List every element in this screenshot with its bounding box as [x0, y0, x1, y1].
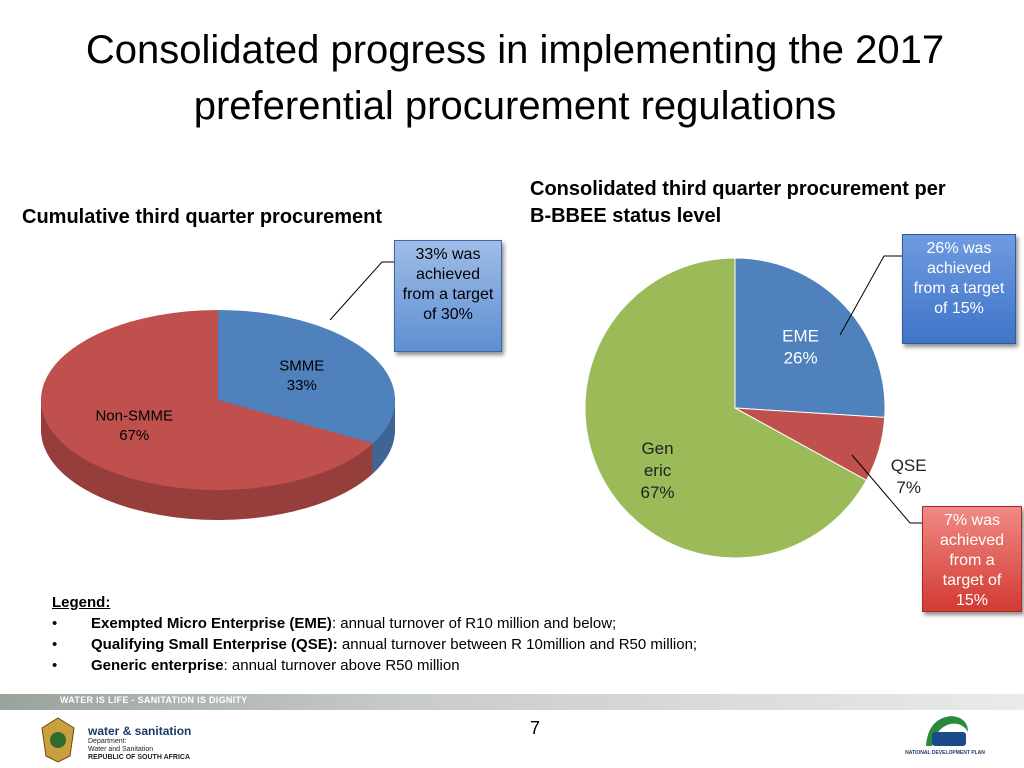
callout-line — [329, 261, 394, 321]
slice-label: QSE 7% — [891, 456, 927, 497]
slice-value: 33% — [287, 377, 317, 394]
annotation: 7% was achieved from a target of 15% — [922, 506, 1022, 612]
page-number: 7 — [530, 718, 541, 738]
pie-slice — [218, 310, 395, 444]
chart-title: Cumulative third quarter procurement — [22, 206, 383, 228]
coat-of-arms — [41, 717, 75, 763]
slide-title: Consolidated progress in implementing th… — [85, 28, 945, 128]
dept-line: Department: — [88, 738, 127, 745]
slice-label: Gen eric 67% — [641, 439, 675, 502]
slice-label: SMME 33% — [279, 357, 324, 394]
annotation: 26% was achieved from a target of 15% — [902, 234, 1016, 344]
ndp-text: NATIONAL DEVELOPMENT PLAN — [905, 750, 985, 756]
slice-name: Non-SMME — [95, 408, 173, 425]
legend-list: Exempted Micro Enterprise (EME): annual … — [52, 613, 697, 676]
legend-item: Generic enterprise: annual turnover abov… — [52, 655, 697, 676]
pie-slice — [41, 310, 374, 490]
slice-label: EME 26% — [782, 326, 819, 367]
slice-name: QSE — [891, 456, 927, 475]
annotation: 33% was achieved from a target of 30% — [394, 240, 502, 352]
slice-name-part: Gen — [641, 439, 673, 458]
callout-line — [851, 454, 922, 524]
legend-item: Qualifying Small Enterprise (QSE): annua… — [52, 634, 697, 655]
legend-item: Exempted Micro Enterprise (EME): annual … — [52, 613, 697, 634]
legend-text: : annual turnover of R10 million and bel… — [331, 615, 617, 632]
dept-name: water & sanitation — [88, 724, 192, 738]
pie-group: SMME 33% Non-SMME 67% EME 26% QSE 7% Gen eric 67% — [40, 257, 927, 559]
legend-term: Qualifying Small Enterprise (QSE): — [91, 636, 338, 653]
slice-value: 67% — [641, 483, 675, 502]
slice-value: 7% — [896, 478, 921, 497]
dept-line: Water and Sanitation — [88, 746, 154, 753]
legend-text: : annual turnover above R50 million — [223, 657, 460, 674]
banner-text: WATER IS LIFE - SANITATION IS DIGNITY — [60, 695, 248, 705]
slice-value: 67% — [119, 427, 149, 444]
legend-heading: Legend: — [52, 594, 111, 611]
slice-value: 26% — [784, 348, 818, 367]
legend-term: Exempted Micro Enterprise (EME) — [91, 615, 332, 632]
chart-title: Consolidated third quarter procurement p… — [530, 178, 946, 227]
slice-name: Gen eric — [641, 439, 673, 480]
slice-name: SMME — [279, 357, 324, 374]
callout-line — [839, 255, 902, 336]
legend: Legend: Exempted Micro Enterprise (EME):… — [52, 592, 697, 676]
slice-label: Non-SMME 67% — [95, 408, 173, 445]
legend-term: Generic enterprise — [91, 657, 224, 674]
pie-slice — [734, 257, 886, 418]
slice-name-part: eric — [644, 461, 672, 480]
footer-banner: WATER IS LIFE - SANITATION IS DIGNITY — [0, 694, 1024, 710]
department-logo: water & sanitation Department: Water and… — [88, 724, 191, 762]
legend-text: annual turnover between R 10million and … — [337, 636, 698, 653]
pie-slice — [584, 257, 868, 559]
dept-line: REPUBLIC OF SOUTH AFRICA — [88, 754, 191, 761]
slice-name: EME — [782, 326, 819, 345]
ndp-logo — [926, 716, 968, 746]
